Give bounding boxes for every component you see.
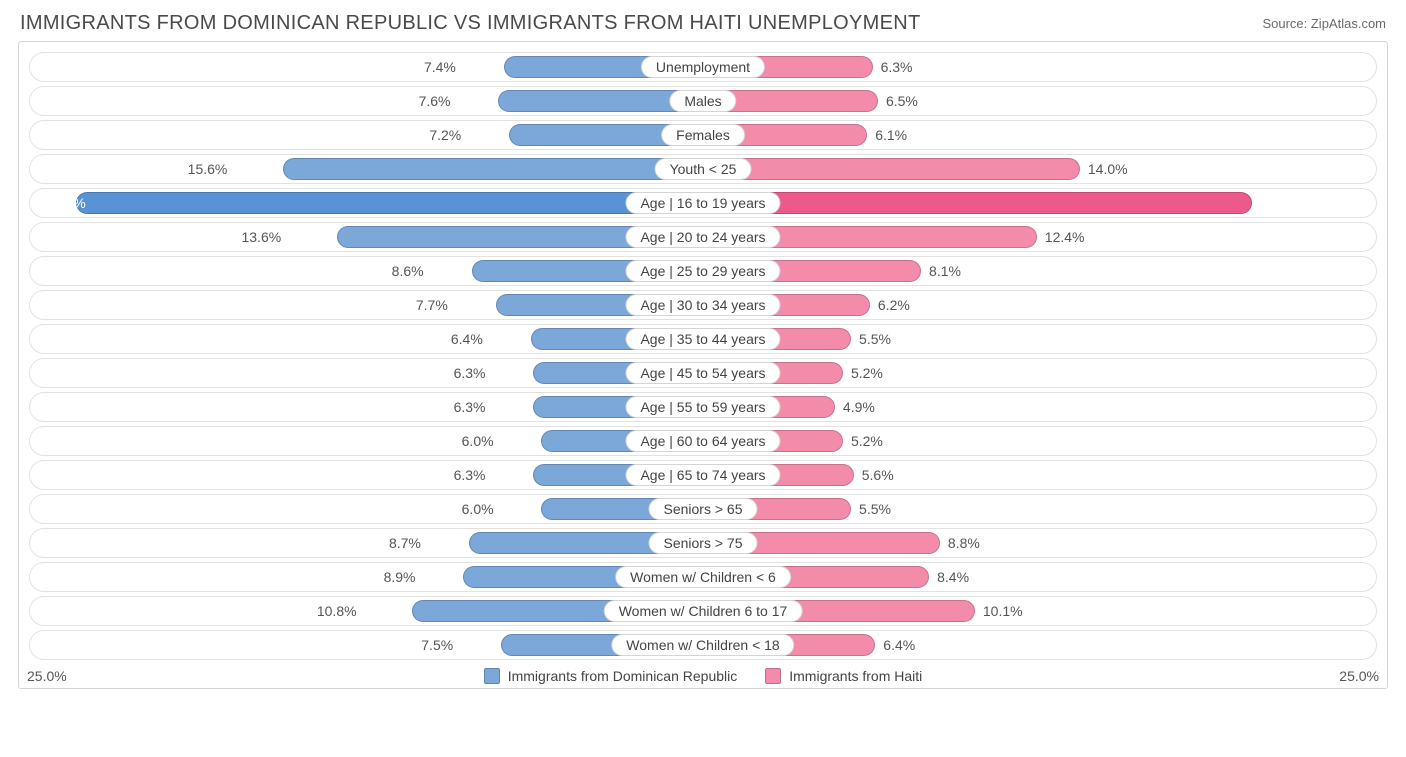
value-left: 10.8%: [317, 597, 365, 625]
category-label: Age | 20 to 24 years: [625, 226, 780, 248]
chart-row: 6.3% 5.6% Age | 65 to 74 years: [29, 460, 1377, 490]
value-left: 6.3%: [454, 461, 494, 489]
chart-row: 13.6% 12.4% Age | 20 to 24 years: [29, 222, 1377, 252]
legend-item-left: Immigrants from Dominican Republic: [484, 668, 738, 684]
value-right: 4.9%: [835, 393, 875, 421]
category-label: Age | 25 to 29 years: [625, 260, 780, 282]
value-right: 5.5%: [851, 495, 891, 523]
category-label: Women w/ Children < 6: [615, 566, 791, 588]
value-right: 8.1%: [921, 257, 961, 285]
category-label: Age | 65 to 74 years: [625, 464, 780, 486]
value-left: 6.0%: [462, 427, 502, 455]
chart-area: 7.4% 6.3% Unemployment 7.6% 6.5% Males 7.2% 6.1…: [18, 41, 1388, 689]
value-right: 5.6%: [854, 461, 894, 489]
value-left: 7.5%: [421, 631, 461, 659]
value-right: 14.0%: [1080, 155, 1128, 183]
chart-row: 10.8% 10.1% Women w/ Children 6 to 17: [29, 596, 1377, 626]
value-left: 7.2%: [429, 121, 469, 149]
value-left: 6.3%: [454, 393, 494, 421]
legend-label-left: Immigrants from Dominican Republic: [508, 668, 738, 684]
value-left: 8.9%: [384, 563, 424, 591]
chart-row: 15.6% 14.0% Youth < 25: [29, 154, 1377, 184]
chart-row: 6.0% 5.2% Age | 60 to 64 years: [29, 426, 1377, 456]
chart-row: 8.7% 8.8% Seniors > 75: [29, 528, 1377, 558]
bar-right: [703, 192, 1252, 214]
chart-row: 8.6% 8.1% Age | 25 to 29 years: [29, 256, 1377, 286]
chart-row: 7.7% 6.2% Age | 30 to 34 years: [29, 290, 1377, 320]
chart-row: 6.4% 5.5% Age | 35 to 44 years: [29, 324, 1377, 354]
chart-row: 7.6% 6.5% Males: [29, 86, 1377, 116]
value-right: 6.4%: [875, 631, 915, 659]
value-right: 6.1%: [867, 121, 907, 149]
category-label: Age | 45 to 54 years: [625, 362, 780, 384]
value-right: 6.5%: [878, 87, 918, 115]
value-right: 10.1%: [975, 597, 1023, 625]
chart-row: 6.3% 4.9% Age | 55 to 59 years: [29, 392, 1377, 422]
value-left: 7.6%: [419, 87, 459, 115]
category-label: Women w/ Children 6 to 17: [604, 600, 803, 622]
axis-max-left: 25.0%: [27, 668, 67, 684]
value-right: 8.8%: [940, 529, 980, 557]
value-left: 6.4%: [451, 325, 491, 353]
value-left: 6.3%: [454, 359, 494, 387]
value-right: 12.4%: [1037, 223, 1085, 251]
category-label: Unemployment: [641, 56, 765, 78]
category-label: Age | 55 to 59 years: [625, 396, 780, 418]
chart-row: 23.3% 20.4% Age | 16 to 19 years: [29, 188, 1377, 218]
category-label: Women w/ Children < 18: [611, 634, 794, 656]
value-right: 8.4%: [929, 563, 969, 591]
category-label: Males: [669, 90, 736, 112]
category-label: Age | 16 to 19 years: [625, 192, 780, 214]
legend-item-right: Immigrants from Haiti: [765, 668, 922, 684]
chart-row: 7.2% 6.1% Females: [29, 120, 1377, 150]
value-right: 5.2%: [843, 359, 883, 387]
value-left: 13.6%: [241, 223, 289, 251]
category-label: Seniors > 75: [649, 532, 758, 554]
value-left: 8.7%: [389, 529, 429, 557]
value-right: 6.3%: [873, 53, 913, 81]
source-attribution: Source: ZipAtlas.com: [1262, 16, 1386, 31]
chart-row: 7.4% 6.3% Unemployment: [29, 52, 1377, 82]
chart-row: 6.3% 5.2% Age | 45 to 54 years: [29, 358, 1377, 388]
category-label: Age | 30 to 34 years: [625, 294, 780, 316]
chart-title: IMMIGRANTS FROM DOMINICAN REPUBLIC VS IM…: [20, 12, 921, 35]
value-left: 7.4%: [424, 53, 464, 81]
bar-left: [283, 158, 703, 180]
axis-max-right: 25.0%: [1339, 668, 1379, 684]
category-label: Youth < 25: [655, 158, 752, 180]
category-label: Age | 35 to 44 years: [625, 328, 780, 350]
value-right: 5.5%: [851, 325, 891, 353]
value-left: 6.0%: [462, 495, 502, 523]
value-right: 6.2%: [870, 291, 910, 319]
chart-row: 6.0% 5.5% Seniors > 65: [29, 494, 1377, 524]
value-left: 23.3%: [34, 189, 94, 217]
category-label: Females: [661, 124, 745, 146]
bar-left: [76, 192, 703, 214]
value-left: 15.6%: [188, 155, 236, 183]
legend-label-right: Immigrants from Haiti: [789, 668, 922, 684]
legend-swatch-right: [765, 668, 781, 684]
value-left: 8.6%: [392, 257, 432, 285]
bar-right: [703, 158, 1080, 180]
legend-swatch-left: [484, 668, 500, 684]
chart-row: 8.9% 8.4% Women w/ Children < 6: [29, 562, 1377, 592]
category-label: Seniors > 65: [649, 498, 758, 520]
legend: Immigrants from Dominican Republic Immig…: [484, 668, 923, 684]
category-label: Age | 60 to 64 years: [625, 430, 780, 452]
value-right: 20.4%: [1312, 189, 1372, 217]
chart-row: 7.5% 6.4% Women w/ Children < 18: [29, 630, 1377, 660]
value-right: 5.2%: [843, 427, 883, 455]
value-left: 7.7%: [416, 291, 456, 319]
